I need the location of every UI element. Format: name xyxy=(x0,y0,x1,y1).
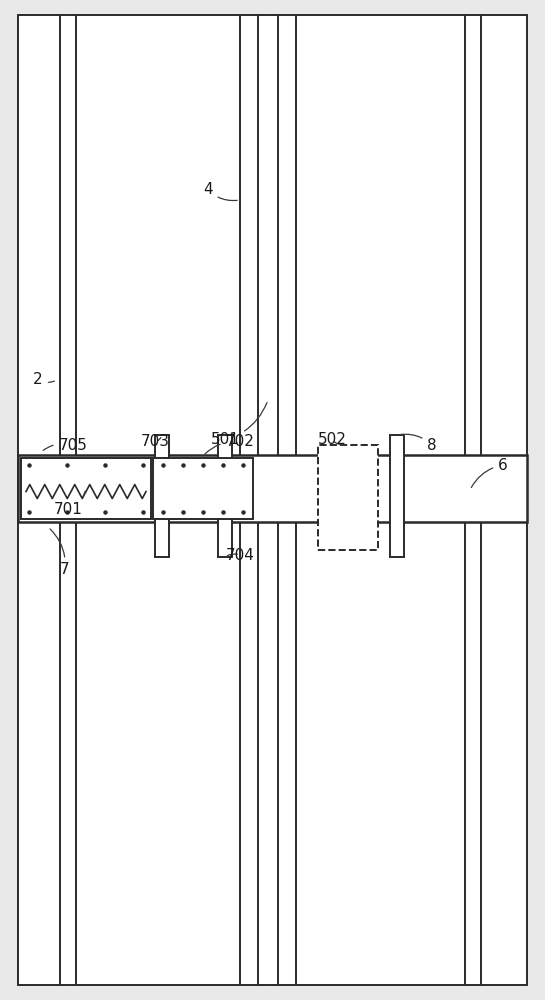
Text: 502: 502 xyxy=(318,432,347,448)
Text: 2: 2 xyxy=(33,372,54,387)
Bar xyxy=(390,435,404,557)
Bar xyxy=(318,445,378,550)
Text: 704: 704 xyxy=(226,548,255,562)
Text: 703: 703 xyxy=(141,434,169,450)
Text: 702: 702 xyxy=(205,434,255,454)
Bar xyxy=(18,455,527,522)
Text: 6: 6 xyxy=(471,458,508,488)
Text: 501: 501 xyxy=(210,403,267,448)
Text: 705: 705 xyxy=(43,438,87,452)
Text: 7: 7 xyxy=(50,529,70,578)
Bar xyxy=(218,435,232,557)
Text: 8: 8 xyxy=(399,434,437,452)
Bar xyxy=(153,458,253,519)
Text: 4: 4 xyxy=(203,182,237,201)
Bar xyxy=(155,435,169,557)
Text: 701: 701 xyxy=(53,491,85,518)
Bar xyxy=(21,458,151,519)
